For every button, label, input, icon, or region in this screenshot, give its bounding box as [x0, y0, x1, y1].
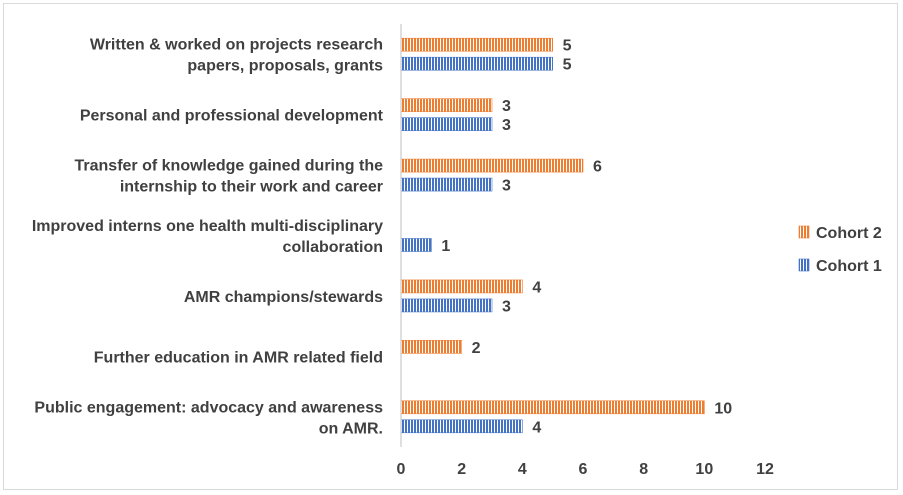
x-tick-label: 10: [695, 461, 713, 478]
data-label: 4: [532, 419, 541, 436]
x-tick-label: 12: [756, 461, 774, 478]
plot-area: Written & worked on projects research pap…: [32, 24, 774, 478]
bar-cohort-2: [400, 98, 493, 112]
bar-cohort-1: [400, 238, 432, 252]
data-label: 3: [502, 298, 511, 315]
legend-label: Cohort 1: [816, 258, 882, 275]
bar-cohort-2: [400, 158, 584, 173]
legend-swatch: [798, 225, 810, 239]
bar-cohort-1: [400, 298, 493, 313]
category-label: Written & worked on projects research: [90, 37, 383, 54]
data-label: 5: [563, 57, 572, 74]
legend-label: Cohort 2: [816, 225, 882, 242]
legend: Cohort 2 Cohort 1: [798, 225, 882, 275]
bar-cohort-1: [400, 117, 493, 131]
category-label: Transfer of knowledge gained during the: [75, 158, 384, 175]
bar-cohort-2: [400, 279, 523, 294]
data-label: 1: [441, 238, 450, 255]
bar-cohort-2: [400, 400, 705, 415]
bar-cohort-1: [400, 177, 493, 192]
bar-cohort-2: [400, 340, 462, 354]
legend-swatch: [798, 258, 810, 272]
x-tick-label: 0: [397, 461, 406, 478]
bar-cohort-2: [400, 37, 553, 52]
category-label: on AMR.: [319, 420, 383, 437]
x-tick-label: 2: [457, 461, 466, 478]
bar-cohort-1: [400, 56, 553, 71]
category-label: Improved interns one health multi-discip…: [32, 218, 383, 235]
category-label: papers, proposals, grants: [187, 58, 383, 75]
x-tick-label: 4: [518, 461, 527, 478]
x-tick-label: 6: [579, 461, 588, 478]
data-label: 4: [532, 279, 541, 296]
category-label: collaboration: [283, 239, 383, 256]
data-label: 2: [472, 340, 481, 357]
data-label: 3: [502, 117, 511, 134]
category-label: Personal and professional development: [80, 108, 384, 125]
data-label: 3: [502, 178, 511, 195]
category-label: Further education in AMR related field: [94, 349, 383, 366]
data-label: 5: [563, 38, 572, 55]
category-label: AMR champions/stewards: [184, 289, 383, 306]
x-tick-label: 8: [639, 461, 648, 478]
category-label: Public engagement: advocacy and awarenes…: [34, 399, 383, 416]
bar-cohort-1: [400, 419, 523, 434]
data-label: 6: [593, 159, 602, 176]
data-label: 10: [714, 400, 732, 417]
category-label: internship to their work and career: [120, 179, 383, 196]
data-label: 3: [502, 98, 511, 115]
